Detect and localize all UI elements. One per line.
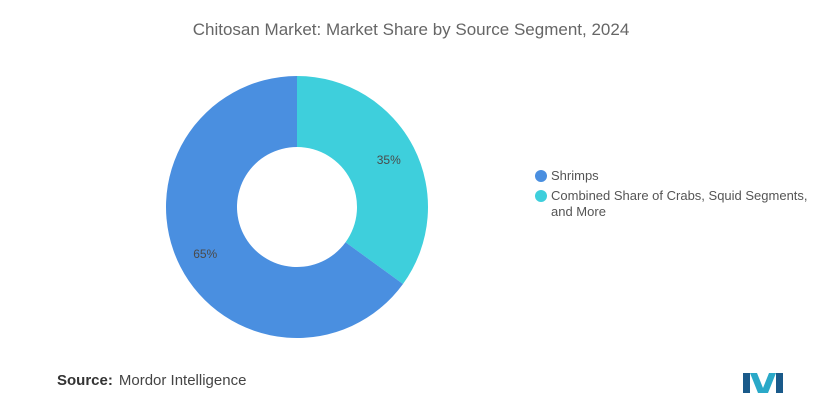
donut-slice-shrimps — [166, 76, 403, 339]
data-label-shrimps: 65% — [193, 247, 217, 261]
legend-label-combined: Combined Share of Crabs, Squid Segments,… — [551, 188, 808, 219]
data-label-combined: 35% — [377, 153, 401, 167]
donut-slice-combined — [297, 76, 428, 284]
chart-title: Chitosan Market: Market Share by Source … — [192, 20, 630, 39]
legend-swatch-shrimps — [535, 170, 547, 182]
logo-right-diagonal — [761, 373, 776, 393]
logo-left-diagonal — [750, 373, 765, 393]
legend-item-shrimps: Shrimps — [535, 168, 815, 184]
logo-right-bar — [776, 373, 783, 393]
source-value: Mordor Intelligence — [118, 372, 247, 389]
legend: Shrimps Combined Share of Crabs, Squid S… — [535, 168, 815, 224]
source-key: Source: — [57, 372, 113, 389]
logo-left-bar — [743, 373, 750, 393]
mordor-intelligence-logo — [743, 373, 783, 393]
legend-label-shrimps: Shrimps — [551, 168, 599, 183]
legend-item-combined: Combined Share of Crabs, Squid Segments,… — [535, 188, 815, 220]
source-line: Source: Mordor Intelligence — [57, 372, 246, 389]
legend-swatch-combined — [535, 190, 547, 202]
